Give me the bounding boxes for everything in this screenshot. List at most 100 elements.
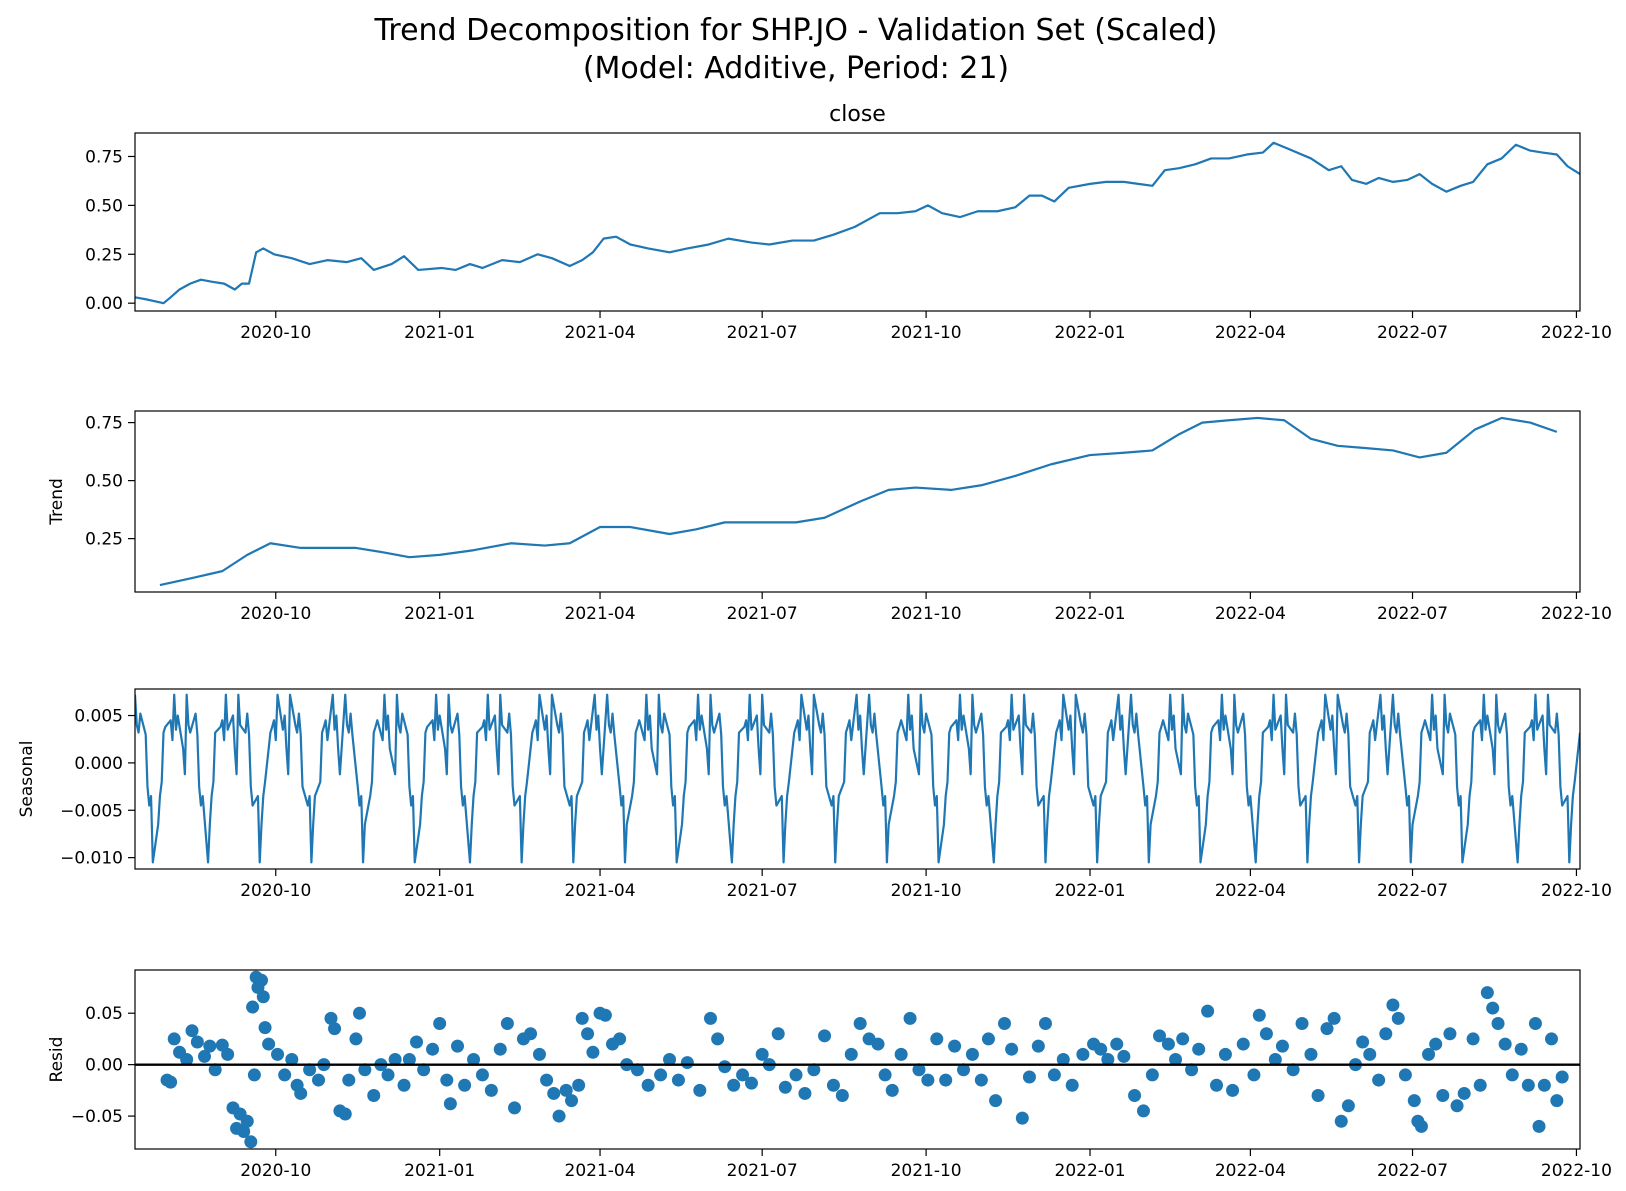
- resid-point: [853, 1016, 867, 1030]
- resid-point: [871, 1037, 885, 1051]
- resid-point: [1436, 1089, 1450, 1103]
- resid-point: [1363, 1047, 1377, 1061]
- resid-point: [930, 1032, 944, 1046]
- x-tick-label: 2022-01: [1055, 604, 1126, 624]
- resid-point: [1161, 1037, 1175, 1051]
- axes-frame-trend: [134, 410, 1581, 593]
- resid-point: [878, 1068, 892, 1082]
- resid-point: [826, 1078, 840, 1092]
- resid-point: [547, 1086, 561, 1100]
- resid-point: [1386, 998, 1400, 1012]
- resid-point: [247, 1068, 261, 1082]
- resid-point: [443, 1097, 457, 1111]
- resid-point: [475, 1068, 489, 1082]
- resid-point: [1457, 1086, 1471, 1100]
- x-tick-label: 2022-01: [1055, 1161, 1126, 1181]
- resid-point: [508, 1101, 522, 1115]
- x-tick-label: 2020-10: [240, 881, 311, 901]
- resid-point: [1236, 1037, 1250, 1051]
- resid-point: [1544, 1032, 1558, 1046]
- resid-point: [244, 1135, 258, 1149]
- resid-point: [1286, 1063, 1300, 1077]
- y-tick-label: 0.00: [85, 294, 123, 314]
- resid-point: [1356, 1035, 1370, 1049]
- resid-point: [1218, 1047, 1232, 1061]
- resid-point: [835, 1089, 849, 1103]
- x-tick-label: 2021-01: [404, 1161, 475, 1181]
- resid-point: [736, 1068, 750, 1082]
- resid-point: [552, 1109, 566, 1123]
- resid-point: [271, 1047, 285, 1061]
- panel-trend: Trend 0.25 0.50 0.75 2020-10 2021-01 2021-04 20…: [47, 410, 1612, 624]
- x-tick-label: 2021-10: [891, 323, 962, 343]
- resid-point: [1076, 1047, 1090, 1061]
- resid-point: [532, 1047, 546, 1061]
- resid-point: [1192, 1042, 1206, 1056]
- resid-point: [718, 1060, 732, 1074]
- y-tick-label: −0.010: [60, 849, 123, 869]
- resid-point: [1450, 1099, 1464, 1113]
- resid-point: [349, 1032, 363, 1046]
- resid-point: [1473, 1078, 1487, 1092]
- x-tick-label: 2021-10: [891, 881, 962, 901]
- resid-point: [1295, 1016, 1309, 1030]
- resid-point: [1443, 1027, 1457, 1041]
- resid-point: [1498, 1037, 1512, 1051]
- resid-point: [1505, 1068, 1519, 1082]
- resid-point: [524, 1027, 538, 1041]
- panel-resid: Resid 0.05 0.00 −0.05 2020-10 2021-01 2021-04 2…: [47, 969, 1612, 1181]
- x-tick-label: 2022-07: [1377, 881, 1448, 901]
- resid-point: [1268, 1053, 1282, 1066]
- resid-point: [613, 1032, 627, 1046]
- resid-point: [237, 1125, 251, 1139]
- x-tick-label: 2022-04: [1215, 1161, 1286, 1181]
- resid-point: [246, 1000, 260, 1014]
- series-line-close: [135, 141, 1580, 305]
- figure-title-line-1: Trend Decomposition for SHP.JO - Validat…: [374, 13, 1218, 48]
- y-axis-label-resid: Resid: [47, 1037, 67, 1083]
- resid-point: [1094, 1042, 1108, 1056]
- resid-point: [1334, 1114, 1348, 1128]
- x-tick-label: 2021-01: [404, 323, 475, 343]
- resid-point: [744, 1076, 758, 1090]
- panel-seasonal: Seasonal 0.005 0.000 −0.005 −0.010 2020-10 202…: [17, 688, 1612, 901]
- resid-point: [974, 1073, 988, 1087]
- resid-point: [1550, 1094, 1564, 1108]
- resid-point: [1304, 1047, 1318, 1061]
- x-tick-label: 2022-04: [1215, 604, 1286, 624]
- resid-point: [467, 1053, 481, 1066]
- resid-point: [324, 1011, 338, 1025]
- resid-point: [1226, 1083, 1240, 1097]
- resid-point: [727, 1078, 741, 1092]
- resid-point: [190, 1035, 204, 1049]
- resid-point: [381, 1068, 395, 1082]
- x-tick-label: 2021-01: [404, 604, 475, 624]
- resid-point: [1031, 1039, 1045, 1053]
- panels: close 0.00 0.25 0.50 0.75 2020-10 2021-01 2021-…: [17, 102, 1612, 1181]
- resid-point: [440, 1073, 454, 1087]
- resid-point: [771, 1027, 785, 1041]
- x-tick-label: 2021-01: [404, 881, 475, 901]
- panel-title-close: close: [829, 102, 886, 127]
- resid-point: [1486, 1001, 1500, 1015]
- x-tick-label: 2021-04: [565, 604, 636, 624]
- resid-point: [981, 1032, 995, 1046]
- y-tick-label: 0.50: [85, 196, 123, 216]
- x-tick-label: 2020-10: [240, 604, 311, 624]
- x-tick-label: 2021-07: [727, 604, 798, 624]
- resid-point: [164, 1075, 178, 1089]
- x-tick-label: 2021-07: [727, 881, 798, 901]
- resid-point: [903, 1011, 917, 1025]
- series-line-seasonal: [135, 693, 1580, 864]
- resid-point: [417, 1063, 431, 1077]
- resid-point: [921, 1073, 935, 1087]
- resid-point: [1259, 1027, 1273, 1041]
- x-tick-label: 2020-10: [240, 323, 311, 343]
- resid-point: [353, 1006, 367, 1020]
- axes-frame-seasonal: [134, 688, 1581, 870]
- resid-point: [1429, 1037, 1443, 1051]
- resid-point: [402, 1053, 416, 1066]
- resid-point: [1372, 1073, 1386, 1087]
- resid-point: [258, 1021, 272, 1035]
- resid-point: [1022, 1070, 1036, 1084]
